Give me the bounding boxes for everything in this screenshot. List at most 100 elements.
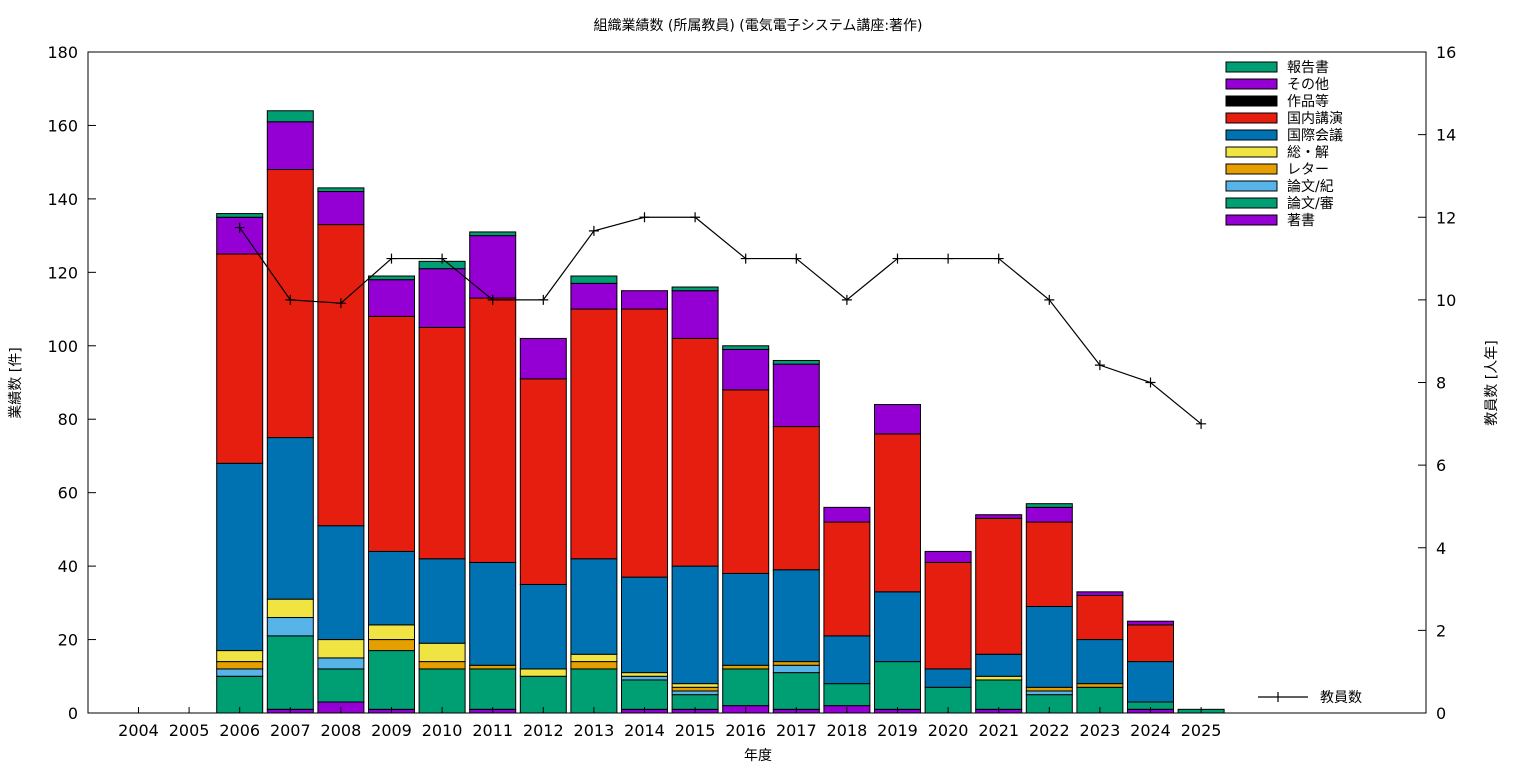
bar-segment xyxy=(266,121,314,171)
y2-tick-label: 12 xyxy=(1436,208,1456,227)
bar-segment xyxy=(216,668,264,677)
legend-label: 国際会議 xyxy=(1287,127,1343,144)
bar-segment xyxy=(570,661,618,670)
legend-label: 論文/紀 xyxy=(1287,179,1334,195)
x-tick-label: 2005 xyxy=(169,721,210,740)
bar-segment xyxy=(621,290,668,310)
bar-segment xyxy=(975,517,1023,655)
bar-segment xyxy=(418,326,466,560)
bar-segment xyxy=(924,668,972,688)
bar-segment xyxy=(469,297,517,563)
x-tick-label: 2021 xyxy=(978,721,1019,740)
bar-segment xyxy=(216,462,264,652)
x-tick-label: 2022 xyxy=(1029,721,1070,740)
x-axis-label: 年度 xyxy=(744,748,772,764)
bar-segment xyxy=(1076,639,1124,685)
bar-segment xyxy=(519,337,567,380)
y2-tick-label: 16 xyxy=(1436,43,1456,62)
legend-swatch xyxy=(1225,163,1278,175)
bar-segment xyxy=(722,572,770,666)
teacher-count-point xyxy=(639,212,650,223)
bar-segment xyxy=(722,389,770,574)
y-tick-label: 100 xyxy=(47,337,78,356)
bar-segment xyxy=(874,404,921,435)
bar-segment xyxy=(1025,690,1073,696)
teacher-count-line xyxy=(234,212,1207,429)
y-tick-label: 160 xyxy=(47,116,78,135)
bar-segment xyxy=(924,550,972,563)
bar-segment xyxy=(772,426,820,571)
bar-segment xyxy=(621,576,668,674)
bar-segment xyxy=(1076,594,1124,641)
bar-segment xyxy=(266,437,314,600)
bar-segment xyxy=(671,565,719,685)
bar-segment xyxy=(1076,683,1124,688)
y2-tick-label: 14 xyxy=(1436,126,1456,145)
bar-segment xyxy=(621,679,668,710)
bar-segment xyxy=(216,253,264,464)
teacher-count-point xyxy=(1196,418,1207,429)
bar-segment xyxy=(519,378,567,585)
y2-tick-label: 4 xyxy=(1436,539,1446,558)
bar-segment xyxy=(469,561,517,666)
bar-group xyxy=(216,110,1225,714)
legend-swatch xyxy=(1225,95,1278,107)
bar-segment xyxy=(722,664,770,670)
y2-tick-label: 10 xyxy=(1436,291,1456,310)
teacher-count-point xyxy=(437,253,448,264)
bar-segment xyxy=(519,583,567,670)
bar-segment xyxy=(216,661,264,670)
legend-swatch xyxy=(1225,61,1278,73)
bar-segment xyxy=(772,569,820,663)
teacher-count-point xyxy=(335,298,346,309)
legend-swatch xyxy=(1225,129,1278,141)
bar-segment xyxy=(823,521,871,637)
bar-segment xyxy=(266,598,314,619)
bar-segment xyxy=(1025,606,1073,688)
legend-label: 作品等 xyxy=(1287,93,1329,110)
bar-segment xyxy=(317,668,365,703)
bar-segment xyxy=(671,337,719,567)
bar-segment xyxy=(722,668,770,707)
y-tick-label: 80 xyxy=(58,410,78,429)
x-tick-label: 2012 xyxy=(523,721,564,740)
bar-segment xyxy=(519,675,567,714)
bar-segment xyxy=(671,286,719,292)
bar-segment xyxy=(317,657,365,670)
x-tick-label: 2024 xyxy=(1130,721,1171,740)
bar-segment xyxy=(317,191,365,226)
bar-segment xyxy=(570,282,618,310)
bar-segment xyxy=(418,661,466,670)
bar-segment xyxy=(368,315,415,552)
bar-segment xyxy=(772,661,820,666)
bar-segment xyxy=(368,279,415,317)
bar-segment xyxy=(722,348,770,391)
x-tick-label: 2009 xyxy=(371,721,412,740)
bar-segment xyxy=(975,514,1023,519)
teacher-count-point xyxy=(943,253,954,264)
x-tick-label: 2015 xyxy=(675,721,716,740)
teacher-count-point xyxy=(386,253,397,264)
bar-segment xyxy=(772,363,820,428)
teacher-count-point xyxy=(538,294,549,305)
bar-segment xyxy=(772,672,820,710)
y-axis-label: 業績数 [件] xyxy=(8,347,24,418)
bar-segment xyxy=(368,550,415,626)
legend-line-label: 教員数 xyxy=(1320,690,1362,706)
bar-segment xyxy=(570,653,618,663)
teacher-count-point xyxy=(1145,377,1156,388)
bar-segment xyxy=(1025,686,1073,692)
bar-segment xyxy=(1025,503,1073,508)
teacher-count-point xyxy=(285,294,296,305)
legend-label: レター xyxy=(1287,162,1329,178)
bar-segment xyxy=(570,558,618,655)
bar-segment xyxy=(317,224,365,527)
bar-segment xyxy=(570,668,618,714)
bar-segment xyxy=(1127,661,1174,703)
bar-segment xyxy=(671,683,719,688)
y2-tick-label: 6 xyxy=(1436,456,1446,475)
legend-label: 総・解 xyxy=(1287,145,1329,161)
legend-label: 著書 xyxy=(1287,213,1315,229)
bar-segment xyxy=(368,275,415,281)
